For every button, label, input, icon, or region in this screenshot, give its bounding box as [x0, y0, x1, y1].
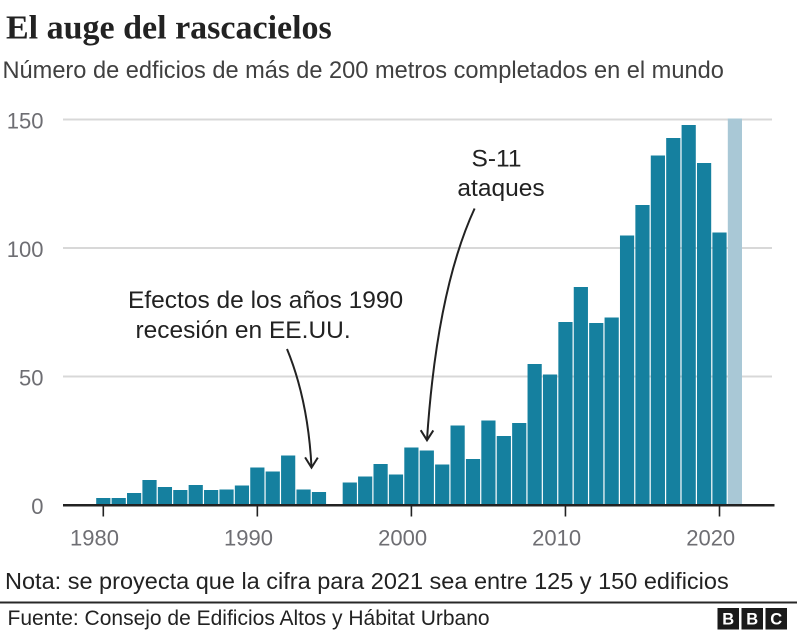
- svg-text:Número de edficios de más de 2: Número de edficios de más de 200 metros …: [3, 58, 724, 84]
- svg-text:2020: 2020: [686, 525, 735, 550]
- svg-text:100: 100: [7, 237, 44, 262]
- svg-text:2000: 2000: [378, 525, 427, 550]
- svg-text:50: 50: [19, 365, 43, 390]
- svg-text:S-11: S-11: [472, 146, 522, 173]
- svg-text:recesión en EE.UU.: recesión en EE.UU.: [136, 317, 351, 344]
- svg-text:ataques: ataques: [457, 175, 544, 202]
- svg-text:Fuente: Consejo de Edificios A: Fuente: Consejo de Edificios Altos y Háb…: [8, 607, 490, 630]
- svg-text:El auge del rascacielos: El auge del rascacielos: [6, 10, 332, 47]
- svg-text:1980: 1980: [70, 525, 119, 550]
- svg-text:B: B: [746, 611, 758, 629]
- svg-text:Nota: se proyecta que la cifra: Nota: se proyecta que la cifra para 2021…: [5, 568, 729, 594]
- svg-text:150: 150: [7, 108, 44, 133]
- svg-text:2010: 2010: [532, 525, 581, 550]
- svg-text:B: B: [722, 611, 734, 629]
- svg-text:C: C: [770, 611, 782, 629]
- svg-text:1990: 1990: [224, 525, 273, 550]
- svg-text:0: 0: [31, 494, 43, 519]
- svg-text:Efectos de los años 1990: Efectos de los años 1990: [128, 287, 403, 314]
